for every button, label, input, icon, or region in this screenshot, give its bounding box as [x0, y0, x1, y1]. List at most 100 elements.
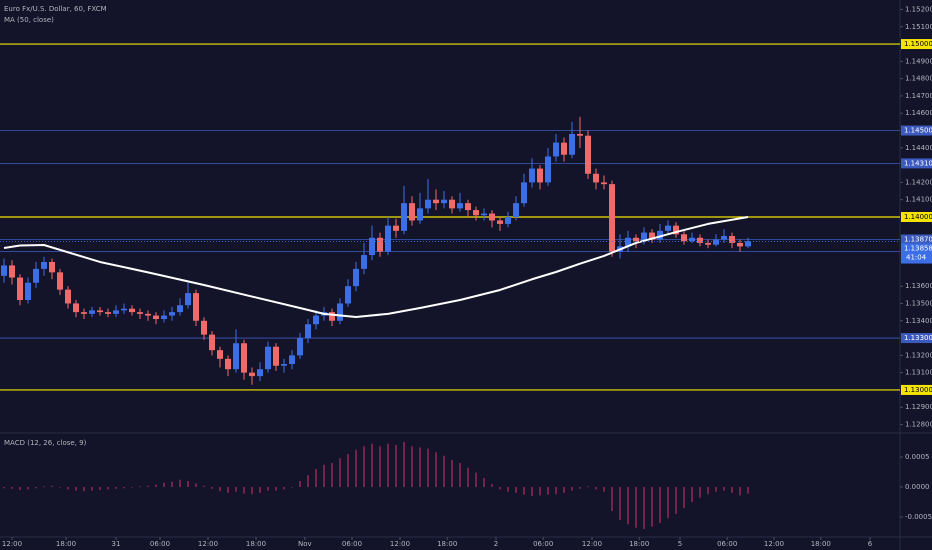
candle-body: [481, 213, 487, 216]
x-tick-label: 06:00: [717, 540, 737, 548]
candle-body: [257, 369, 263, 377]
candle-body: [57, 272, 63, 290]
candle-body: [129, 308, 135, 313]
candle-body: [505, 217, 511, 224]
candle-body: [345, 286, 351, 304]
candle-body: [41, 261, 47, 269]
candle-body: [217, 350, 223, 359]
candle-body: [729, 236, 735, 243]
candle-body: [401, 203, 407, 231]
candle-body: [681, 234, 687, 242]
chart-title: Euro Fx/U.S. Dollar, 60, FXCM: [4, 5, 107, 13]
candle-body: [457, 203, 463, 209]
candle-body: [233, 343, 239, 370]
candle-body: [449, 199, 455, 209]
x-tick-label: 18:00: [56, 540, 76, 548]
x-tick-label: 18:00: [437, 540, 457, 548]
y-tick-label: 1.13200: [905, 351, 932, 359]
y-tick-label: 1.14100: [905, 196, 932, 204]
x-tick-label: 2: [494, 540, 498, 548]
level-label: 1.13870: [904, 235, 932, 243]
countdown-label: 41:04: [906, 254, 927, 262]
candle-body: [25, 282, 31, 301]
level-label: 1.14000: [904, 213, 932, 221]
x-tick-label: 12:00: [582, 540, 602, 548]
x-tick-label: 06:00: [150, 540, 170, 548]
candle-body: [17, 277, 23, 301]
level-box: [901, 158, 932, 169]
candle-body: [297, 338, 303, 356]
candle-body: [665, 225, 671, 231]
y-tick-label: 1.15200: [905, 5, 932, 13]
candle-body: [465, 203, 471, 211]
candle-body: [409, 203, 415, 221]
candle-body: [577, 133, 583, 136]
candle-body: [649, 232, 655, 240]
candle-body: [521, 182, 527, 204]
candle-body: [169, 312, 175, 316]
candle-body: [337, 303, 343, 321]
candle-body: [737, 242, 743, 247]
last-price-label: 1.13858: [904, 245, 932, 253]
candle-body: [177, 305, 183, 313]
y-tick-label: 1.13400: [905, 317, 932, 325]
candle-body: [89, 310, 95, 314]
candle-body: [209, 334, 215, 351]
x-tick-label: 18:00: [246, 540, 266, 548]
y-tick-label: 1.15100: [905, 23, 932, 31]
y-tick-label: 1.13100: [905, 369, 932, 377]
candle-body: [609, 184, 615, 252]
level-box: [901, 333, 932, 344]
candle-body: [545, 156, 551, 183]
candle-body: [441, 199, 447, 204]
candle-body: [329, 312, 335, 321]
candle-body: [625, 237, 631, 247]
level-box: [901, 384, 932, 395]
x-tick-label: 6: [868, 540, 873, 548]
macd-tick-label: 0.0005: [905, 453, 930, 461]
candle-body: [9, 265, 15, 278]
macd-title: MACD (12, 26, close, 9): [4, 439, 87, 447]
level-box: [901, 39, 932, 50]
x-tick-label: 12:00: [198, 540, 218, 548]
candle-body: [561, 142, 567, 155]
candle-body: [673, 225, 679, 235]
y-tick-label: 1.13500: [905, 299, 932, 307]
x-tick-label: 18:00: [811, 540, 831, 548]
y-tick-label: 1.14600: [905, 109, 932, 117]
x-tick-label: 06:00: [342, 540, 362, 548]
candle-body: [33, 268, 39, 283]
candle-body: [569, 133, 575, 155]
candle-body: [241, 343, 247, 373]
y-tick-label: 1.14900: [905, 57, 932, 65]
candle-body: [281, 364, 287, 366]
candle-body: [489, 213, 495, 221]
level-box: [901, 125, 932, 136]
candle-body: [49, 261, 55, 273]
macd-tick-label: 0.0000: [905, 483, 930, 491]
candle-body: [473, 210, 479, 216]
candle-body: [305, 324, 311, 339]
candle-body: [601, 182, 607, 185]
candle-body: [721, 236, 727, 240]
candle-body: [657, 230, 663, 240]
candle-body: [161, 315, 167, 320]
candle-body: [417, 208, 423, 221]
x-tick-label: 12:00: [390, 540, 410, 548]
candle-body: [153, 315, 159, 320]
last-price-box: [901, 243, 932, 264]
candle-body: [713, 239, 719, 245]
level-label: 1.13300: [904, 334, 932, 342]
level-label: 1.13000: [904, 386, 932, 394]
x-tick-label: Nov: [298, 540, 312, 548]
candle-body: [81, 312, 87, 314]
level-label: 1.14500: [904, 127, 932, 135]
candle-body: [137, 312, 143, 314]
candle-body: [65, 289, 71, 304]
moving-average: [3, 216, 749, 318]
candle-body: [1, 265, 7, 276]
candle-body: [145, 313, 151, 316]
candle-body: [377, 237, 383, 252]
